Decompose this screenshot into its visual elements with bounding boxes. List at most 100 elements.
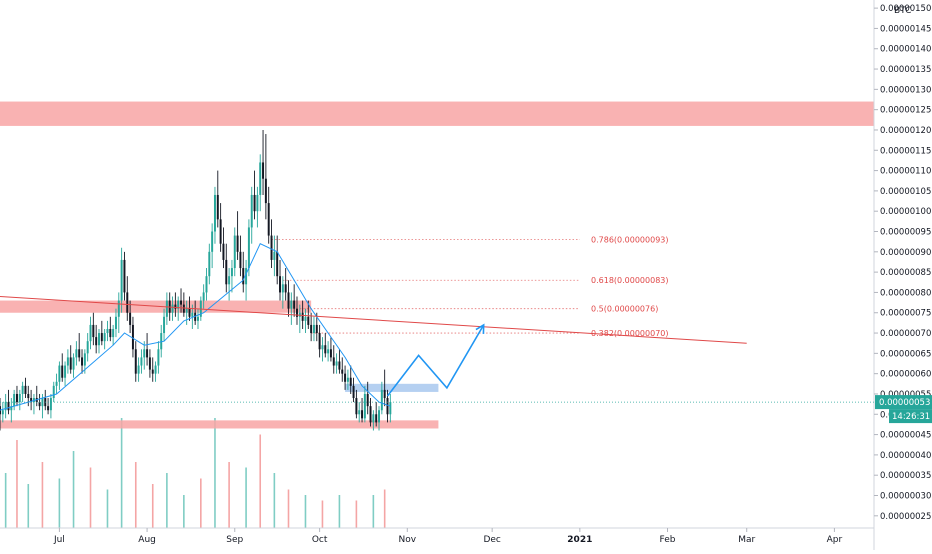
support-zone-bottom — [0, 420, 439, 429]
candle-body — [120, 259, 123, 301]
price-tick-label: 0.00000150 — [880, 4, 931, 14]
candle-body — [177, 300, 180, 309]
candle-body — [219, 219, 222, 244]
zones-layer — [0, 101, 874, 429]
volume-bar — [214, 418, 216, 528]
candle-body — [346, 377, 349, 382]
candle-body — [98, 333, 100, 346]
time-tick-label: Apr — [827, 535, 843, 545]
candle-body — [72, 357, 75, 370]
candle-body — [315, 324, 318, 334]
volume-bar — [200, 478, 202, 528]
candle-body — [10, 406, 13, 411]
candle-body — [304, 316, 307, 321]
candle-body — [378, 410, 381, 423]
fib-label: 0.618(0.00000083) — [591, 276, 669, 285]
candle-body — [182, 304, 185, 313]
time-tick-label: Jul — [53, 535, 65, 545]
candle-body — [202, 292, 205, 301]
candle-body — [222, 243, 225, 260]
candle-body — [52, 385, 55, 399]
candle-body — [344, 373, 347, 382]
time-tick-label: Mar — [738, 535, 755, 545]
volume-bar — [89, 467, 92, 528]
price-tick-label: 0.00000105 — [880, 187, 931, 197]
candle-body — [352, 385, 355, 399]
price-tick-label: 0.00000095 — [880, 228, 931, 238]
candle-body — [174, 304, 177, 309]
price-tick-label: 0.00000125 — [880, 106, 931, 116]
volume-bar — [355, 500, 358, 528]
candle-body — [24, 385, 27, 394]
candle-body — [61, 365, 64, 378]
candle-body — [7, 402, 10, 411]
candle-body — [83, 353, 86, 366]
projection-arrowhead — [475, 323, 485, 334]
candle-body — [332, 357, 335, 366]
candle-body — [143, 349, 146, 358]
candle-body — [290, 300, 293, 309]
candle-body — [13, 393, 16, 407]
candle-body — [301, 312, 304, 321]
candle-body — [262, 162, 265, 179]
price-tick-label: 0.00000115 — [880, 146, 931, 156]
candle-body — [389, 402, 392, 415]
candle-body — [163, 316, 166, 334]
volume-bar — [321, 500, 324, 528]
candle-body — [78, 349, 81, 358]
candle-body — [103, 333, 106, 342]
candle-body — [380, 389, 383, 411]
candle-body — [95, 337, 98, 346]
candle-body — [208, 251, 211, 277]
current-price-tag — [875, 395, 932, 410]
candle-body — [239, 251, 242, 269]
price-tick-label: 0.00000100 — [880, 207, 931, 217]
price-tick-label: 0.00000090 — [880, 248, 931, 258]
candle-body — [318, 333, 321, 350]
volume-bar — [72, 451, 75, 528]
projection-path — [386, 324, 485, 397]
candle-body — [327, 349, 330, 354]
candle-body — [293, 300, 296, 309]
candle-body — [81, 357, 84, 366]
candle-body — [338, 361, 341, 370]
candle-body — [66, 357, 69, 366]
moving-average-line — [0, 243, 391, 411]
candle-body — [38, 402, 41, 407]
candle-body — [27, 393, 30, 399]
candle-body — [188, 308, 191, 317]
resistance-zone-top — [0, 101, 874, 126]
candle-body — [228, 276, 231, 285]
candle-body — [191, 312, 194, 317]
candle-body — [69, 357, 72, 370]
price-tick-label: 0.00000045 — [880, 431, 931, 441]
candle-body — [92, 324, 95, 338]
candle-body — [117, 300, 120, 317]
candle-body — [358, 410, 361, 415]
candle-body — [236, 235, 239, 252]
candle-body — [89, 324, 92, 342]
time-tick-label: Dec — [483, 535, 500, 545]
candle-body — [15, 393, 18, 403]
candle-body — [30, 398, 33, 403]
candle-body — [157, 349, 160, 366]
candle-body — [185, 308, 188, 313]
candle-body — [21, 385, 24, 394]
candle-body — [205, 276, 208, 293]
candle-body — [233, 235, 236, 269]
fib-label: 0.382(0.00000070) — [591, 329, 669, 338]
currency-label: BTC — [894, 6, 911, 16]
candle-body — [273, 251, 276, 260]
candle-body — [146, 349, 149, 358]
candle-body — [160, 333, 163, 350]
time-axis[interactable]: Jul Aug Sep Oct Nov Dec 2021 Feb Mar Apr — [0, 527, 874, 545]
time-tick-label: Feb — [660, 535, 676, 545]
volume-bar — [16, 440, 18, 528]
candle-body — [197, 316, 199, 321]
candle-body — [329, 349, 332, 358]
candle-body — [256, 194, 259, 212]
candle-body — [123, 259, 126, 293]
